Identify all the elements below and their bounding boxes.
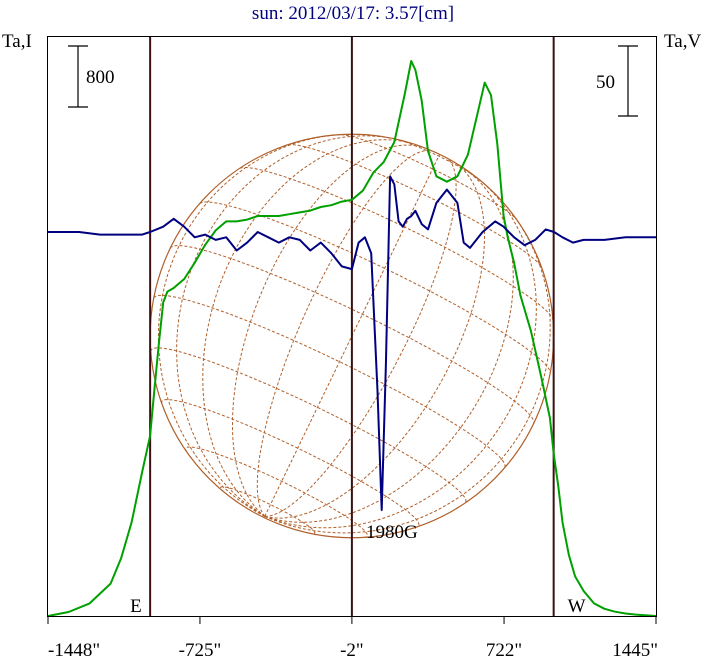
disk-longitude-line bbox=[176, 135, 397, 517]
disk-longitude-line bbox=[232, 144, 426, 517]
series-group bbox=[47, 60, 657, 617]
right-axis-label: Ta,V bbox=[664, 31, 701, 52]
disk-latitude-line bbox=[287, 143, 542, 268]
scale-bar-V-label: 50 bbox=[596, 72, 615, 93]
marker-label: W bbox=[568, 596, 586, 617]
x-axis-ticks: -1448" -725" -2" 722" 1445" bbox=[47, 616, 658, 661]
left-axis-label: Ta,I bbox=[2, 31, 32, 52]
x-tick-label: 1445" bbox=[612, 640, 658, 661]
x-tick-label: -2" bbox=[340, 640, 364, 661]
scale-bar-V: 50 bbox=[596, 45, 638, 117]
series-I-line bbox=[47, 60, 657, 617]
chart-title: sun: 2012/03/17: 3.57[cm] bbox=[252, 3, 454, 24]
x-tick-label: -1448" bbox=[48, 640, 100, 661]
disk-longitude-line bbox=[157, 133, 352, 517]
disk-latitude-line bbox=[184, 446, 368, 538]
series-V-line bbox=[48, 175, 656, 511]
disk-longitude-line bbox=[256, 150, 433, 517]
disk-longitude-line bbox=[264, 161, 486, 519]
scale-bar-I-label: 800 bbox=[86, 67, 115, 88]
x-tick-label: -725" bbox=[179, 640, 222, 661]
marker-label: E bbox=[130, 596, 142, 617]
x-tick-label: 722" bbox=[486, 640, 522, 661]
disk-longitude-line bbox=[264, 154, 441, 517]
disk-latitude-line bbox=[340, 134, 517, 220]
disk-longitude-line bbox=[264, 178, 537, 529]
disk-latitude-line bbox=[239, 166, 554, 320]
scale-bar-I: 800 bbox=[68, 45, 115, 108]
disk-longitude-line bbox=[264, 157, 457, 517]
disk-latitude-line bbox=[153, 294, 506, 468]
disk-label: 1980G bbox=[366, 522, 418, 543]
disk-longitude-line bbox=[202, 139, 413, 517]
disk-longitude-line bbox=[264, 210, 551, 534]
